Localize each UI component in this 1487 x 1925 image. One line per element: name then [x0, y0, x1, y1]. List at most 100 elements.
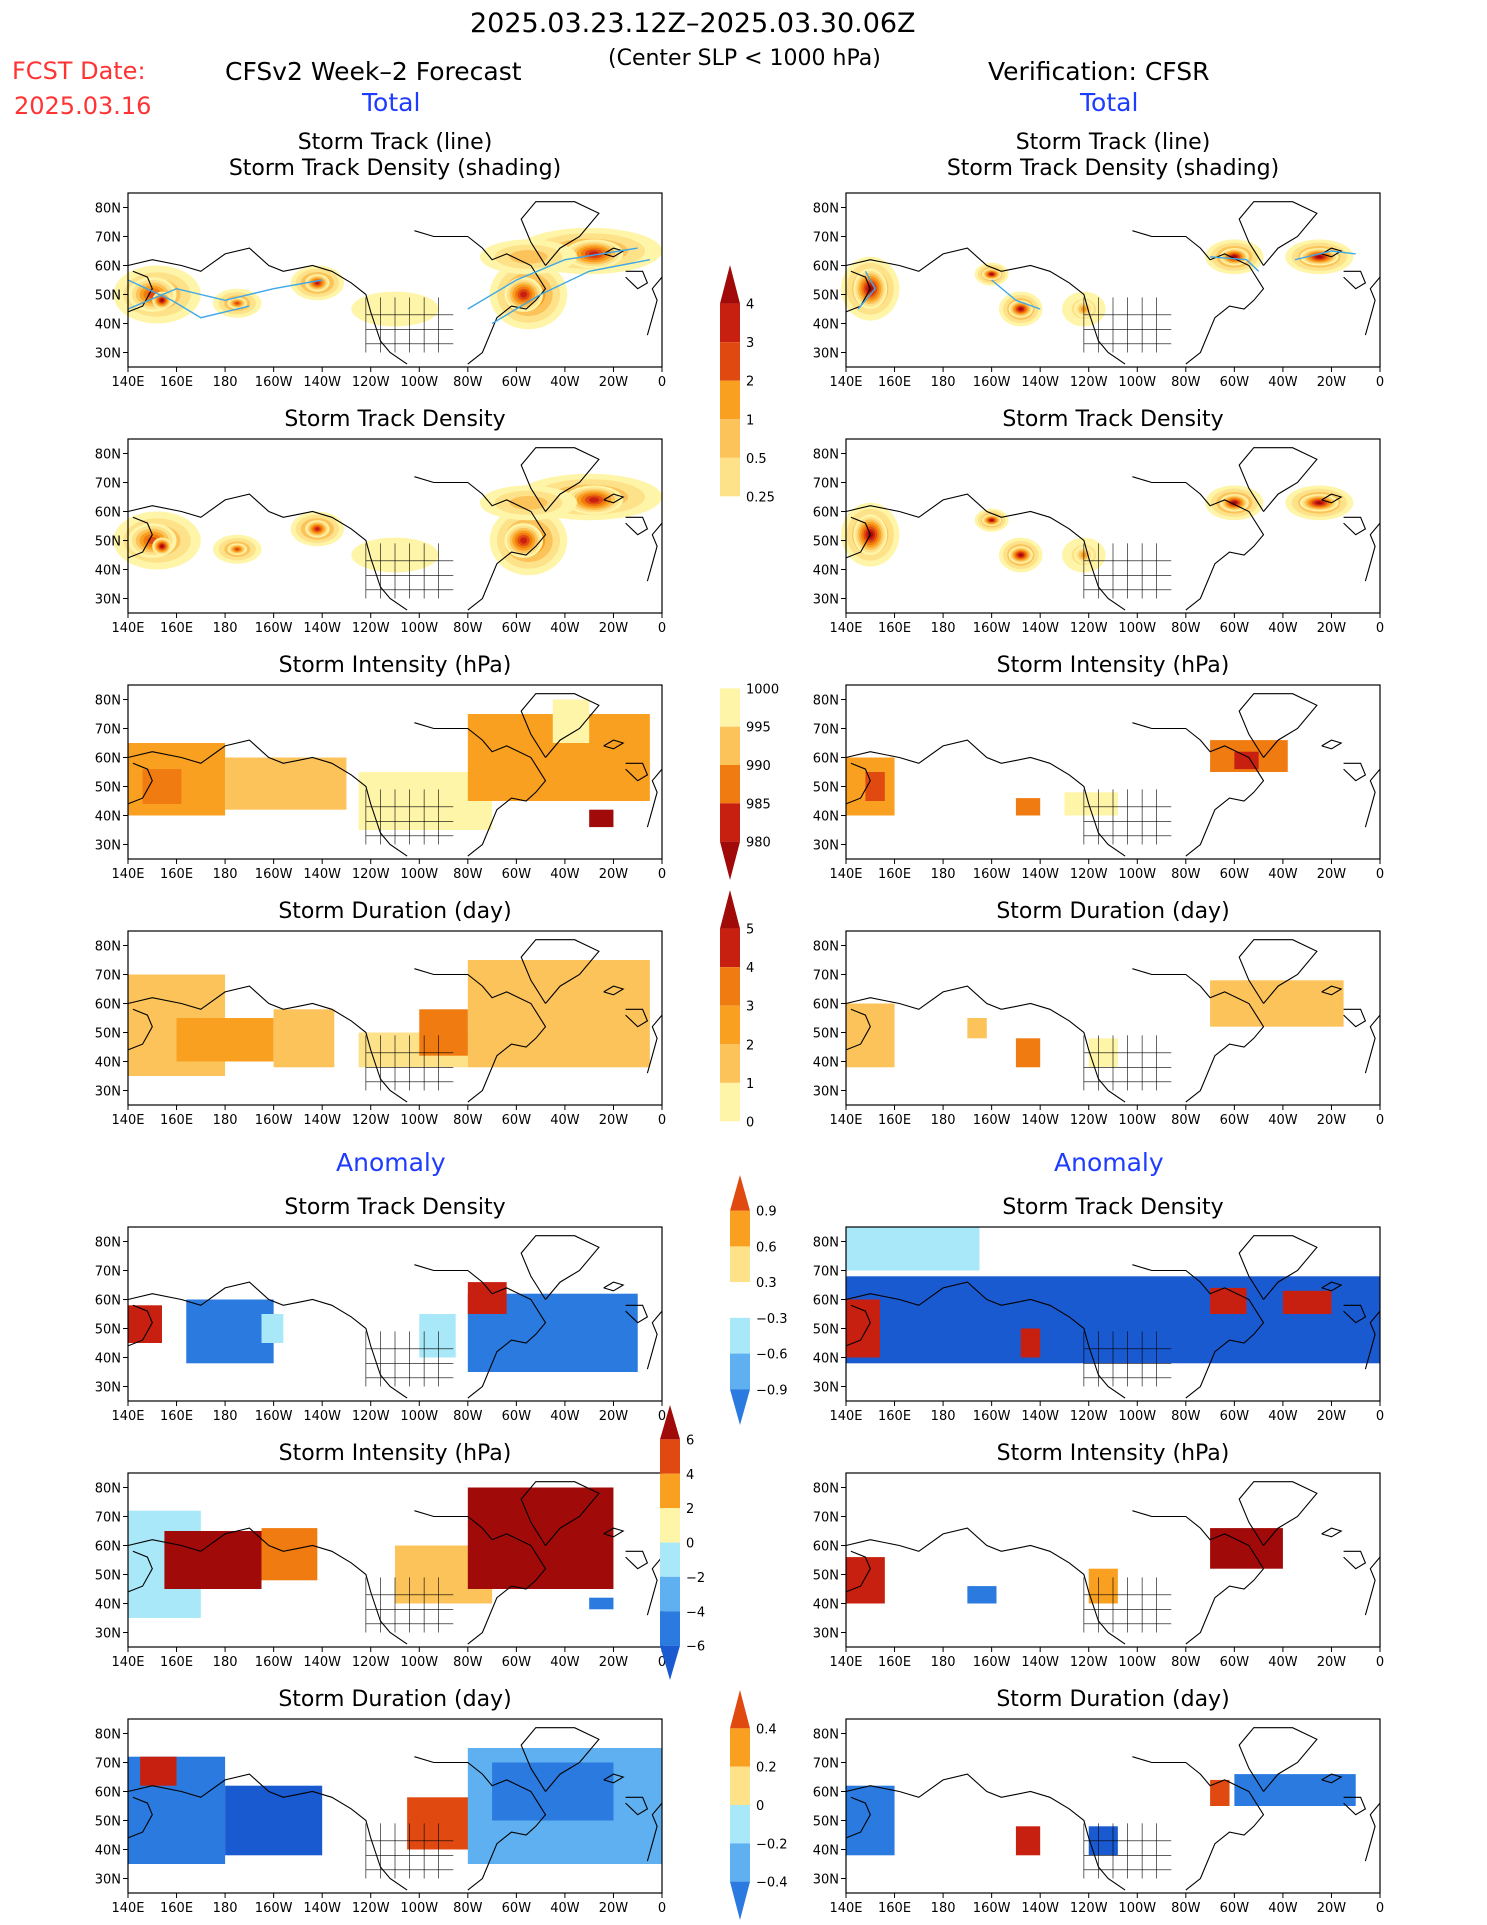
lon-tick-label: 100W [1118, 1409, 1156, 1424]
lon-tick-label: 20W [1317, 1655, 1347, 1670]
colorbar-label: 0.9 [756, 1205, 777, 1220]
field-cell [261, 1314, 284, 1343]
colorbar-label: −0.9 [756, 1383, 788, 1398]
field-cell [1234, 751, 1259, 770]
lat-tick-label: 50N [813, 1815, 839, 1830]
coastline [646, 1802, 663, 1862]
lon-tick-label: 60W [1220, 1901, 1250, 1916]
lon-tick-label: 120W [352, 621, 390, 636]
field-cell [1064, 792, 1118, 816]
lon-tick-label: 120W [1070, 375, 1108, 390]
lon-tick-label: 160E [878, 1113, 911, 1128]
density-contour [1018, 553, 1023, 557]
lon-tick-label: 140W [1021, 621, 1059, 636]
panel-title: Storm Track Density [1002, 407, 1223, 432]
coastline [1321, 985, 1343, 996]
colorbar-segment [660, 1473, 680, 1509]
lat-tick-label: 30N [813, 1085, 839, 1100]
colorbar-arrow [730, 1175, 750, 1211]
density-contour [588, 497, 600, 503]
colorbar-arrow [730, 1690, 750, 1729]
lat-tick-label: 30N [95, 347, 121, 362]
coastline [1238, 939, 1318, 1004]
lon-tick-label: 180 [213, 1901, 238, 1916]
lat-tick-label: 30N [95, 839, 121, 854]
lon-tick-label: 180 [213, 1409, 238, 1424]
lat-tick-label: 30N [813, 347, 839, 362]
lat-tick-label: 50N [813, 535, 839, 550]
coastline [845, 270, 871, 313]
map-panel: 80N 70N 60N 50N 40N 30N 140E 160E 180 160W 140W 120… [95, 407, 666, 636]
lon-tick-label: 0 [1376, 621, 1384, 636]
lon-tick-label: 140W [303, 1113, 341, 1128]
lat-tick-label: 50N [95, 1569, 121, 1584]
lon-tick-label: 120W [352, 1113, 390, 1128]
colorbar-segment [720, 726, 740, 765]
coastline [1238, 1727, 1318, 1792]
colorbar-label: 0.6 [756, 1240, 777, 1255]
lon-tick-label: 80W [453, 1113, 483, 1128]
map-panel: 80N 70N 60N 50N 40N 30N 140E 160E 180 160W 140W 120… [813, 899, 1384, 1128]
coastline [1343, 762, 1367, 782]
panel-frame [127, 438, 663, 614]
lat-tick-label: 60N [813, 998, 839, 1013]
lon-tick-label: 40W [550, 1901, 580, 1916]
panel-title: Storm Duration (day) [278, 899, 511, 924]
coastline [520, 447, 600, 512]
coastline [520, 1481, 600, 1546]
panel-frame [845, 1472, 1381, 1648]
colorbar-label: 0 [756, 1799, 764, 1814]
lon-tick-label: 80W [1171, 867, 1201, 882]
lon-tick-label: 160E [878, 1655, 911, 1670]
colorbar-segment [730, 1353, 750, 1390]
lon-tick-label: 20W [1317, 1901, 1347, 1916]
coastline [520, 201, 600, 266]
lat-tick-label: 40N [813, 318, 839, 333]
anomaly-label-left: Anomaly [336, 1148, 446, 1177]
colorbar-segment [730, 1246, 750, 1283]
coastline [1364, 522, 1381, 582]
colorbar-label: −0.2 [756, 1837, 788, 1852]
period-title: 2025.03.23.12Z–2025.03.30.06Z [470, 8, 916, 39]
lon-tick-label: 100W [400, 1409, 438, 1424]
lat-tick-label: 60N [813, 752, 839, 767]
coastline [1238, 1481, 1318, 1546]
anomaly-label-right: Anomaly [1054, 1148, 1164, 1177]
lat-tick-label: 70N [95, 723, 121, 738]
coastline [625, 270, 649, 290]
coastline [1321, 1281, 1343, 1292]
lon-tick-label: 140E [829, 1655, 862, 1670]
field-cell [846, 1227, 980, 1271]
colorbar-arrow [720, 841, 740, 880]
lon-tick-label: 60W [502, 1113, 532, 1128]
field-cell [1210, 1779, 1230, 1806]
lat-tick-label: 80N [95, 1728, 121, 1743]
field-cell [419, 1314, 456, 1358]
colorbar-segment [720, 380, 740, 420]
lon-tick-label: 0 [658, 621, 666, 636]
storm-track-line [857, 270, 876, 310]
field-cell [142, 769, 182, 804]
map-panel: 80N 70N 60N 50N 40N 30N 140E 160E 180 160W 140W 120… [813, 1195, 1384, 1424]
panel-frame [845, 438, 1381, 614]
criterion-subtitle: (Center SLP < 1000 hPa) [608, 46, 881, 71]
lat-tick-label: 60N [813, 1786, 839, 1801]
coastline [845, 985, 1126, 1103]
lon-tick-label: 140W [303, 1655, 341, 1670]
field-cell [1282, 1290, 1332, 1314]
lat-tick-label: 30N [813, 839, 839, 854]
colorbar-label: 2 [746, 1038, 754, 1053]
map-panel: 80N 70N 60N 50N 40N 30N 140E 160E 180 160W 140W 120… [95, 130, 666, 390]
lon-tick-label: 160W [973, 867, 1011, 882]
coastline [127, 270, 153, 313]
lat-tick-label: 40N [813, 810, 839, 825]
lon-tick-label: 60W [1220, 621, 1250, 636]
lat-tick-label: 80N [813, 1728, 839, 1743]
density-contour [315, 281, 320, 285]
lon-tick-label: 0 [1376, 1901, 1384, 1916]
field-cell [967, 1018, 987, 1039]
lat-tick-label: 80N [95, 694, 121, 709]
coastline [646, 1556, 663, 1616]
field-cell [846, 1299, 880, 1358]
lat-tick-label: 60N [813, 1540, 839, 1555]
